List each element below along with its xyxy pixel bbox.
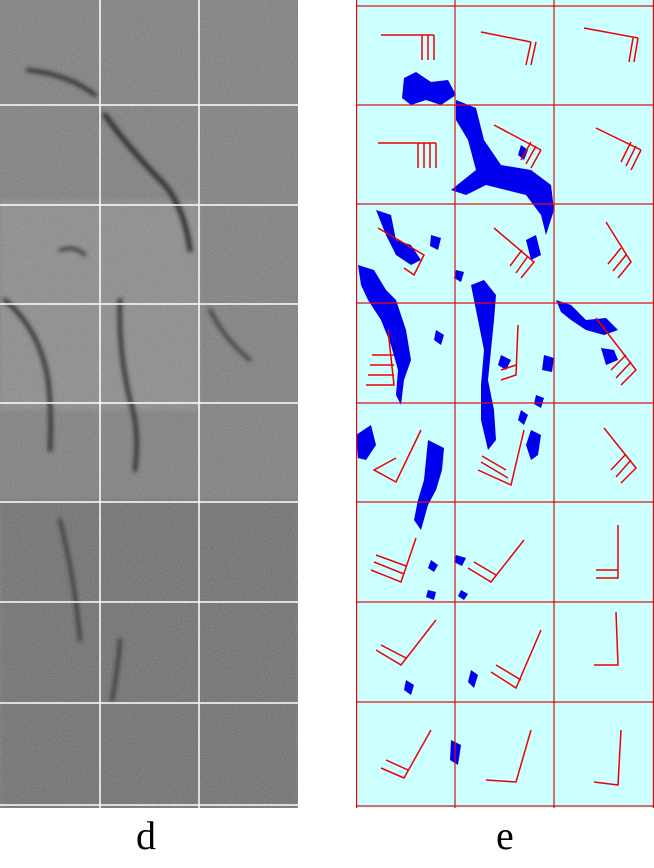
- oil-spill-map-panel: [356, 0, 654, 808]
- map-background: [356, 0, 654, 808]
- panel-label-d: d: [136, 813, 156, 858]
- wind-barbs: [366, 27, 642, 786]
- sar-grid: [0, 0, 298, 808]
- dark-slicks: [3, 68, 252, 702]
- map-grid: [356, 0, 654, 808]
- panel-label-e: e: [496, 813, 514, 858]
- sar-image-panel: [0, 0, 298, 808]
- sar-speckle: [0, 0, 298, 808]
- oil-spill-shapes: [356, 72, 618, 765]
